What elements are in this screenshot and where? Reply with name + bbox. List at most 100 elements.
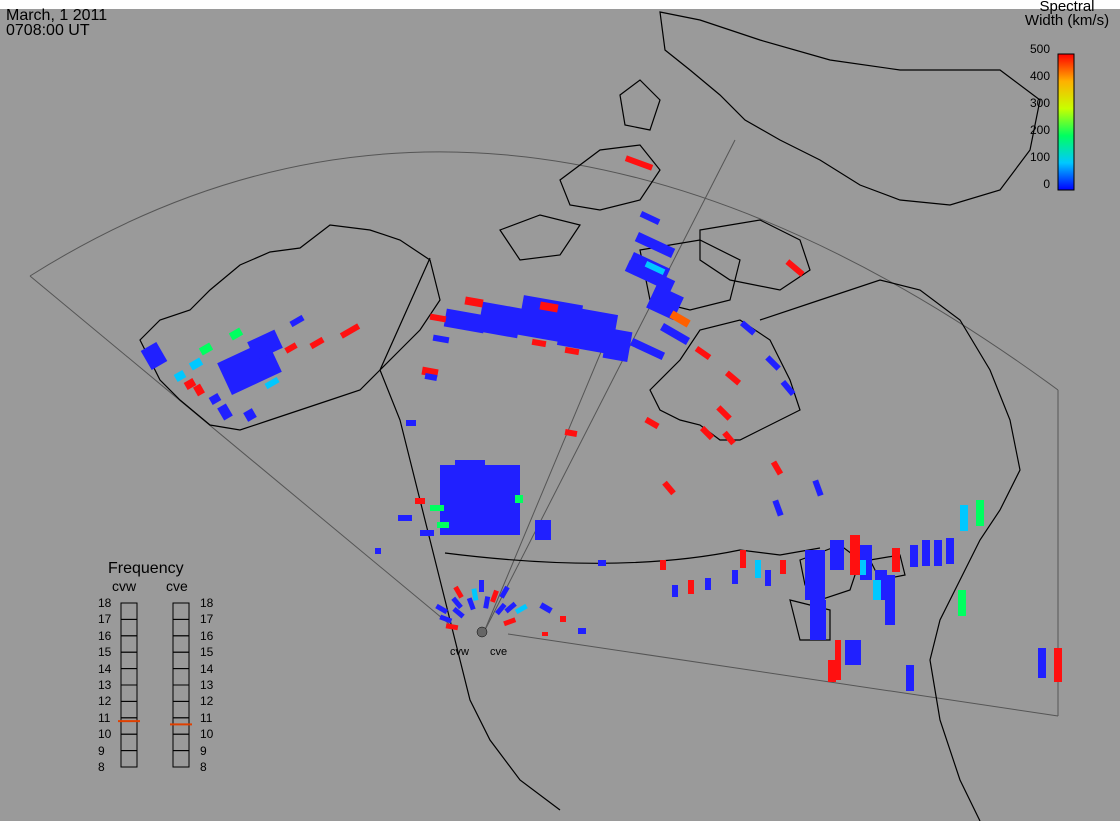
timestamp: March, 1 2011 0708:00 UT xyxy=(6,8,107,39)
data-cell xyxy=(835,640,841,680)
data-cell xyxy=(429,313,447,323)
data-cell xyxy=(243,408,257,422)
frequency-cell xyxy=(172,717,190,735)
colorbar-tick: 300 xyxy=(1029,96,1050,110)
frequency-cell xyxy=(172,733,190,752)
data-cell xyxy=(785,259,805,277)
data-cell xyxy=(772,499,784,517)
data-cell xyxy=(976,500,984,526)
data-cell xyxy=(339,323,361,339)
data-cell xyxy=(780,560,786,574)
data-cell xyxy=(672,585,678,597)
data-cell xyxy=(660,323,690,345)
data-cell xyxy=(173,370,187,382)
frequency-cell xyxy=(120,668,138,686)
spectral-width-data xyxy=(140,155,1062,691)
data-cell xyxy=(739,320,757,336)
data-cell xyxy=(629,337,666,361)
colorbar-tick: 200 xyxy=(1029,123,1050,137)
data-cell xyxy=(515,495,523,503)
data-cell xyxy=(598,560,606,566)
data-cell xyxy=(435,603,449,615)
frequency-tick-right: 17 xyxy=(200,612,214,627)
data-cell xyxy=(716,405,732,421)
data-cell xyxy=(705,578,711,590)
data-cell xyxy=(694,345,712,361)
data-cell xyxy=(539,301,559,313)
radar-label-cvw: cvw xyxy=(450,646,469,658)
frequency-tick-right: 10 xyxy=(200,727,214,742)
data-cell xyxy=(699,425,715,441)
frequency-cell xyxy=(120,750,138,768)
data-cell xyxy=(375,548,381,554)
data-cell xyxy=(1038,648,1046,678)
data-cell xyxy=(660,560,666,570)
data-cell xyxy=(490,470,510,490)
radar-label-cve: cve xyxy=(490,646,508,658)
data-cell xyxy=(564,429,578,437)
data-cell xyxy=(309,336,325,350)
data-cell xyxy=(198,342,214,356)
data-cell xyxy=(960,505,968,531)
data-cell xyxy=(958,590,966,616)
data-cell xyxy=(845,640,861,665)
data-cell xyxy=(535,520,551,540)
data-cell xyxy=(451,596,463,610)
data-cell xyxy=(812,479,824,497)
time-label: 0708:00 UT xyxy=(6,22,90,39)
data-cell xyxy=(1054,648,1062,682)
data-cell xyxy=(466,597,476,611)
frequency-panel xyxy=(118,602,192,768)
frequency-cell xyxy=(120,618,138,637)
data-cell xyxy=(564,346,580,356)
data-cell xyxy=(398,515,412,521)
data-cell xyxy=(556,305,619,355)
data-cell xyxy=(860,560,866,575)
frequency-cell xyxy=(172,635,190,653)
frequency-tick-left: 10 xyxy=(98,727,112,742)
frequency-tick-right: 15 xyxy=(200,645,214,660)
frequency-radar-cve: cve xyxy=(166,578,188,594)
data-cell xyxy=(208,393,222,405)
data-cell xyxy=(539,602,553,614)
data-cell xyxy=(910,545,918,567)
frequency-tick-right: 18 xyxy=(200,596,214,610)
data-cell xyxy=(445,623,459,631)
data-cell xyxy=(183,378,197,390)
data-cell xyxy=(503,617,517,627)
data-cell xyxy=(765,355,781,371)
data-cell xyxy=(471,588,479,601)
data-cell xyxy=(830,540,844,570)
frequency-tick-left: 15 xyxy=(98,645,112,660)
frequency-tick-left: 8 xyxy=(98,760,105,774)
data-cell xyxy=(531,338,547,348)
data-cell xyxy=(542,632,548,636)
data-cell xyxy=(732,570,738,584)
data-cell xyxy=(464,296,484,308)
frequency-tick-right: 8 xyxy=(200,760,207,774)
frequency-tick-right: 12 xyxy=(200,694,214,709)
data-cell xyxy=(479,580,484,592)
data-cell xyxy=(805,550,825,600)
data-cell xyxy=(495,602,507,616)
data-cell xyxy=(810,600,826,640)
data-cell xyxy=(662,480,676,496)
data-cell xyxy=(188,357,204,371)
data-cell xyxy=(437,522,449,528)
data-cell xyxy=(722,430,736,446)
field-of-view-outline xyxy=(29,139,1059,717)
data-cell xyxy=(477,301,523,339)
colorbar-tick: 0 xyxy=(1043,177,1050,191)
data-cell xyxy=(624,155,654,171)
frequency-tick-right: 9 xyxy=(200,743,207,758)
data-cell xyxy=(264,376,280,390)
data-cell xyxy=(504,601,517,614)
data-cell xyxy=(228,327,244,341)
data-cell xyxy=(780,379,796,397)
frequency-title: Frequency xyxy=(108,560,184,577)
frequency-tick-left: 14 xyxy=(98,661,112,676)
data-cell xyxy=(453,585,464,599)
data-cell xyxy=(602,328,633,362)
frequency-cell xyxy=(172,684,190,702)
